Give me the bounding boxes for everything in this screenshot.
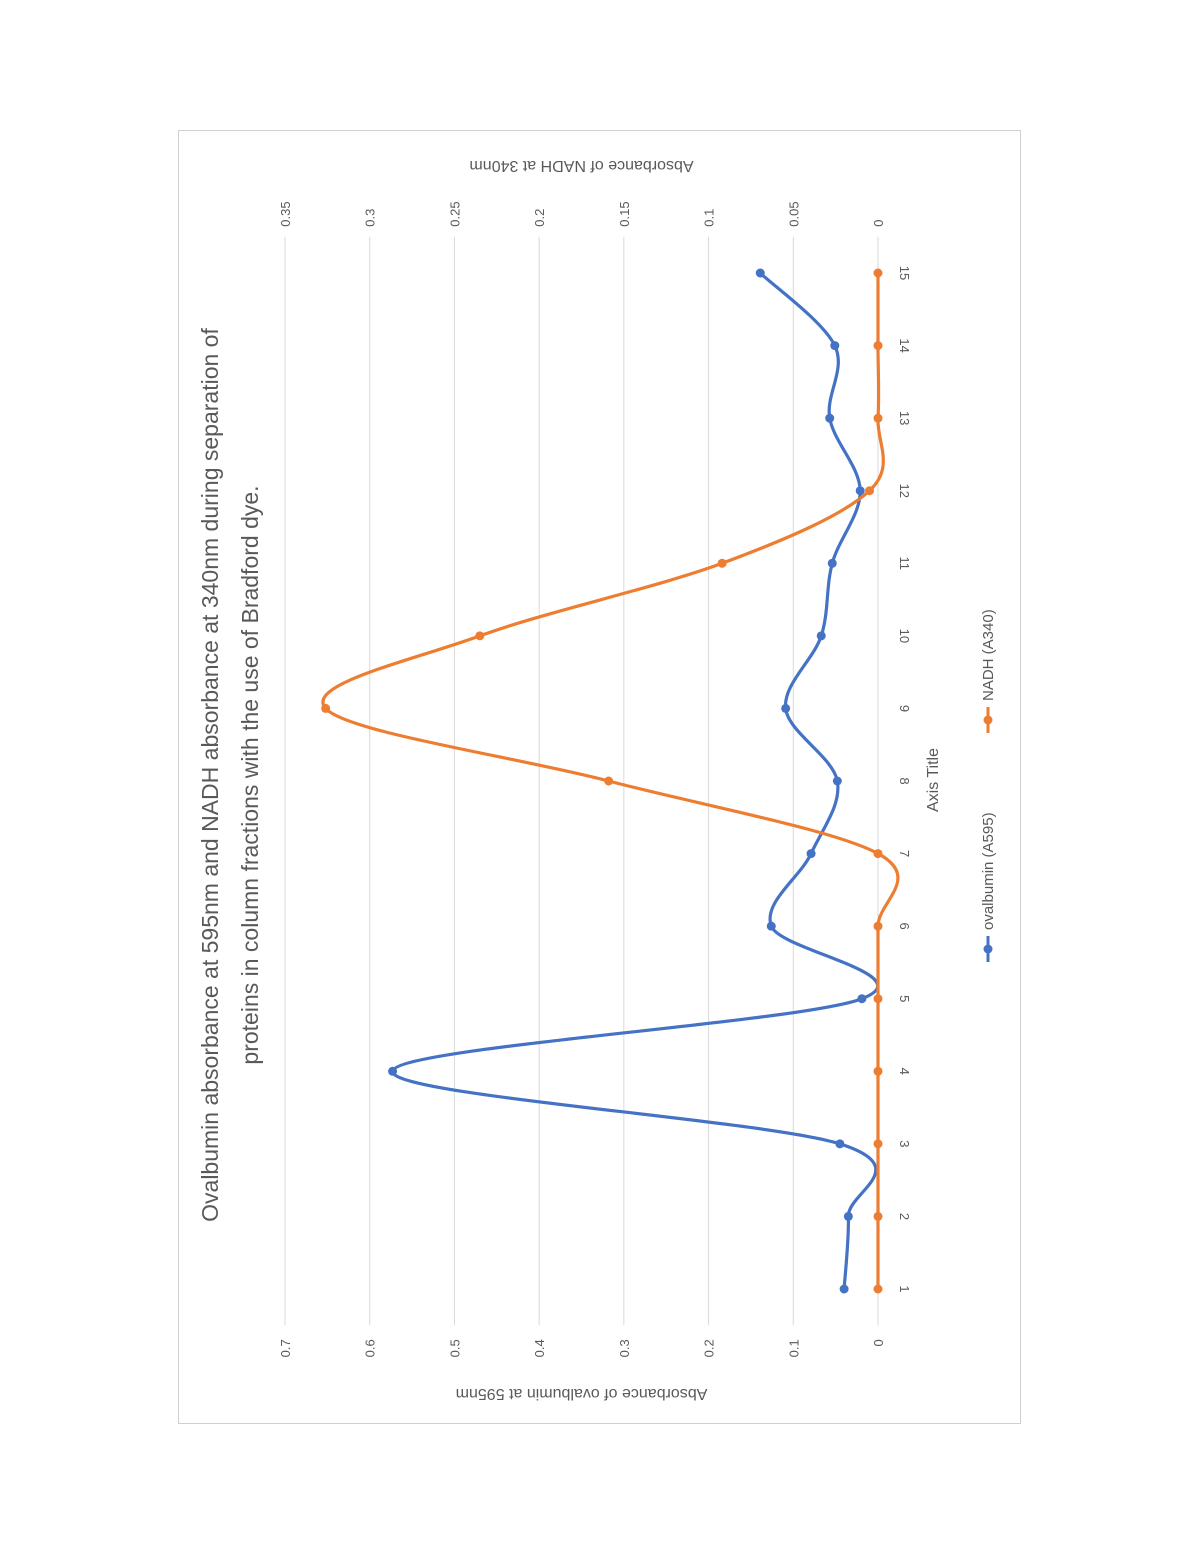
x-tick-label: 1 <box>897 1285 912 1292</box>
y-tick-label: 0.5 <box>447 1339 462 1357</box>
y-tick-label: 0.7 <box>278 1339 293 1357</box>
data-point <box>873 268 883 278</box>
y-tick-label: 0 <box>871 1339 886 1346</box>
data-point <box>835 1139 845 1149</box>
data-point <box>873 1139 883 1149</box>
x-tick-label: 2 <box>897 1213 912 1220</box>
data-point <box>839 1284 849 1294</box>
x-tick-label: 15 <box>897 266 912 280</box>
legend-label: ovalbumin (A595) <box>980 812 997 930</box>
x-tick-label: 11 <box>897 557 912 571</box>
data-point <box>873 341 883 351</box>
data-point <box>873 413 883 423</box>
chart-title-line: proteins in column fractions with the us… <box>237 485 263 1064</box>
y-tick-label: 0.1 <box>786 1339 801 1357</box>
x-tick-label: 9 <box>897 705 912 712</box>
x-tick-label: 13 <box>897 411 912 425</box>
data-point <box>873 1066 883 1076</box>
data-point <box>816 631 826 641</box>
legend-marker <box>983 944 993 954</box>
x-tick-label: 5 <box>897 995 912 1002</box>
legend-label: NADH (A340) <box>980 609 997 701</box>
y2-tick-label: 0.1 <box>702 209 717 227</box>
data-point <box>873 1284 883 1294</box>
y-tick-label: 0.2 <box>702 1339 717 1357</box>
data-point <box>806 849 816 859</box>
chart-frame <box>178 130 1021 1424</box>
y-tick-label: 0.6 <box>363 1339 378 1357</box>
data-point <box>755 268 765 278</box>
data-point <box>832 776 842 786</box>
y2-tick-label: 0.2 <box>532 209 547 227</box>
data-point <box>830 341 840 351</box>
x-tick-label: 14 <box>897 338 912 352</box>
series-line-ovalbumin <box>390 271 880 1290</box>
data-point <box>475 631 485 641</box>
y-tick-label: 0.3 <box>617 1339 632 1357</box>
y2-axis-title: Absorbance of NADH at 340nm <box>469 157 693 174</box>
data-point <box>604 776 614 786</box>
y2-tick-label: 0.15 <box>617 201 632 226</box>
x-tick-label: 10 <box>897 629 912 643</box>
data-point <box>855 486 865 496</box>
data-point <box>873 1211 883 1221</box>
data-point <box>873 921 883 931</box>
data-point <box>827 558 837 568</box>
y2-tick-label: 0.3 <box>363 209 378 227</box>
data-point <box>766 921 776 931</box>
legend-marker <box>983 715 993 725</box>
data-point <box>825 413 835 423</box>
x-tick-label: 3 <box>897 1140 912 1147</box>
x-axis-title: Axis Title <box>925 748 942 812</box>
chart-title-line: Ovalbumin absorbance at 595nm and NADH a… <box>197 328 223 1222</box>
x-tick-label: 4 <box>897 1068 912 1075</box>
y-axis-title: Absorbance of ovalbumin at 595nm <box>456 1385 708 1402</box>
x-tick-label: 12 <box>897 483 912 497</box>
x-tick-label: 6 <box>897 923 912 930</box>
x-tick-label: 7 <box>897 850 912 857</box>
data-point <box>781 703 791 713</box>
data-point <box>873 849 883 859</box>
y2-tick-label: 0.05 <box>786 201 801 226</box>
y2-tick-label: 0.25 <box>447 201 462 226</box>
x-tick-label: 8 <box>897 777 912 784</box>
y2-tick-label: 0 <box>871 219 886 226</box>
data-point <box>321 703 331 713</box>
data-point <box>717 558 727 568</box>
data-point <box>857 994 867 1004</box>
data-point <box>388 1066 398 1076</box>
data-point <box>873 994 883 1004</box>
y-tick-label: 0.4 <box>532 1339 547 1357</box>
data-point <box>865 486 875 496</box>
data-point <box>843 1211 853 1221</box>
y2-tick-label: 0.35 <box>278 201 293 226</box>
